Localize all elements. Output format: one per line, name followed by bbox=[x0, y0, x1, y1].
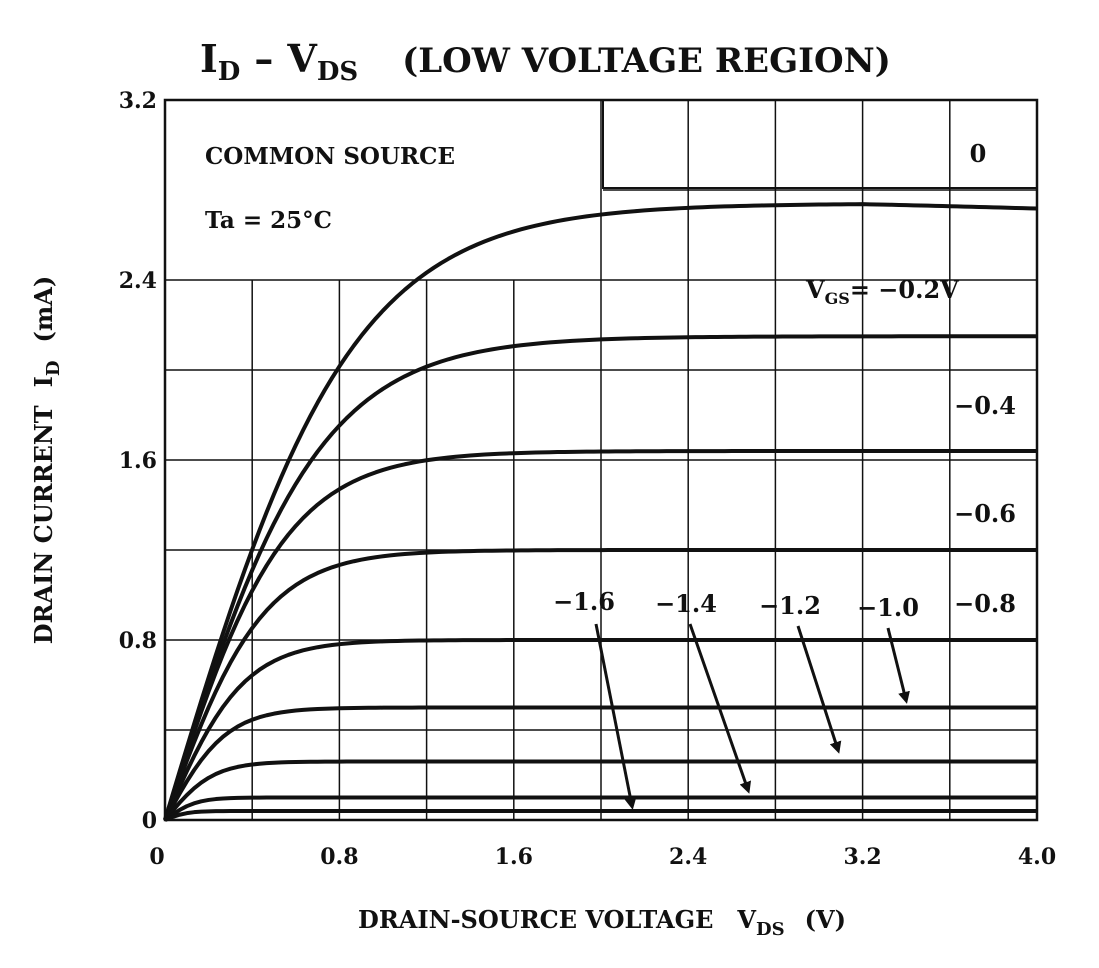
plot-frame bbox=[163, 98, 1039, 822]
curve-vgs-neg-1-2 bbox=[163, 759, 1037, 822]
condition-common-source: COMMON SOURCE bbox=[205, 143, 455, 170]
x-tick-label: 0.8 bbox=[320, 844, 358, 870]
x-tick-label: 3.2 bbox=[843, 844, 881, 870]
arrow-neg-1-2 bbox=[796, 625, 842, 754]
vgs-label: VGS= −0.2V bbox=[805, 275, 959, 308]
series-label-neg-1-2: −1.2 bbox=[759, 591, 821, 620]
y-axis-label: DRAIN CURRENTID(mA) bbox=[29, 276, 64, 645]
x-axis-label: DRAIN-SOURCE VOLTAGE VDS (V) bbox=[358, 905, 846, 940]
y-tick-label: 1.6 bbox=[119, 448, 157, 474]
y-tick-labels: 0 0.8 1.6 2.4 3.2 bbox=[119, 88, 157, 834]
grid-lines bbox=[165, 100, 1037, 820]
curve-vgs-0 bbox=[163, 202, 1038, 821]
arrow-neg-1-0 bbox=[886, 627, 910, 704]
x-tick-label: 2.4 bbox=[669, 844, 707, 870]
curve-vgs-neg-1 bbox=[163, 705, 1037, 821]
y-tick-label: 0 bbox=[142, 808, 157, 834]
curve-vgs-neg-0-6 bbox=[163, 548, 1037, 821]
curve-vgs-neg-0-2 bbox=[163, 334, 1037, 821]
arrow-neg-1-4 bbox=[688, 623, 752, 794]
series-label-neg-0-6: −0.6 bbox=[954, 499, 1016, 528]
y-tick-label: 3.2 bbox=[119, 88, 157, 114]
x-tick-label: 0 bbox=[149, 844, 164, 870]
legend-box-divider bbox=[602, 99, 1038, 189]
y-tick-label: 2.4 bbox=[119, 268, 157, 294]
x-tick-labels: 0 0.8 1.6 2.4 3.2 4.0 bbox=[149, 844, 1056, 870]
series-label-0: 0 bbox=[970, 139, 987, 168]
y-tick-label: 0.8 bbox=[119, 628, 157, 654]
series-label-neg-1-0: −1.0 bbox=[857, 593, 919, 622]
series-label-neg-0-8: −0.8 bbox=[954, 589, 1016, 618]
curve-vgs-neg-1-6 bbox=[164, 809, 1037, 822]
condition-ta: Ta = 25°C bbox=[205, 207, 332, 234]
series-label-neg-1-4: −1.4 bbox=[655, 589, 717, 618]
characteristic-curves bbox=[163, 202, 1038, 822]
x-tick-label: 4.0 bbox=[1018, 844, 1056, 870]
curve-vgs-neg-1-4 bbox=[163, 795, 1037, 822]
x-tick-label: 1.6 bbox=[495, 844, 533, 870]
curve-vgs-neg-0-4 bbox=[163, 449, 1037, 821]
chart-title: ID – VDS (LOW VOLTAGE REGION) bbox=[200, 36, 891, 87]
series-label-neg-0-4: −0.4 bbox=[954, 391, 1016, 420]
series-label-neg-1-6: −1.6 bbox=[553, 587, 615, 616]
arrow-neg-1-6 bbox=[594, 623, 637, 810]
